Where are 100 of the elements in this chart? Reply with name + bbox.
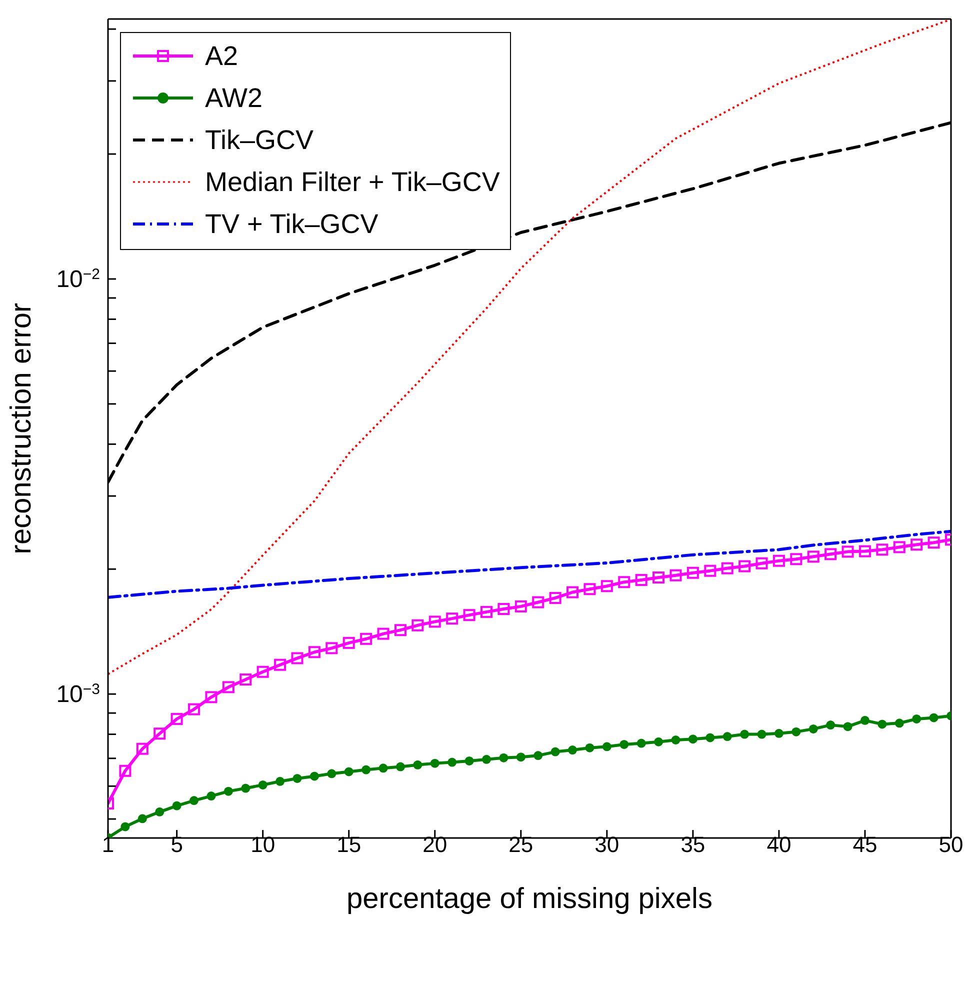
point	[550, 747, 560, 756]
point	[618, 576, 630, 588]
point	[721, 562, 734, 574]
point	[344, 767, 354, 776]
point	[514, 600, 527, 612]
point	[670, 569, 682, 582]
point	[206, 792, 216, 801]
x-tick-label: 1	[102, 832, 114, 857]
point	[532, 596, 544, 608]
point	[584, 583, 596, 596]
point	[843, 722, 852, 732]
y-tick-label: 10$^{−3}$	[56, 680, 100, 708]
point	[774, 728, 784, 738]
point	[190, 796, 199, 806]
point	[620, 740, 629, 749]
point	[448, 758, 457, 767]
point	[858, 545, 871, 558]
point	[224, 786, 233, 796]
point	[860, 716, 870, 725]
point	[826, 720, 836, 730]
point	[602, 742, 612, 752]
point	[291, 652, 304, 664]
point	[464, 756, 474, 766]
point	[240, 674, 252, 686]
point	[308, 646, 320, 658]
point	[688, 734, 698, 744]
point	[757, 730, 766, 739]
point	[430, 758, 440, 768]
point	[136, 742, 148, 755]
legend-label: AW2	[205, 82, 263, 114]
point	[119, 764, 132, 777]
point	[412, 619, 424, 632]
point	[704, 564, 716, 577]
point	[413, 760, 422, 770]
line-series	[108, 530, 951, 599]
point	[155, 807, 164, 816]
point	[463, 609, 476, 622]
legend-label: Median Filter + Tik–GCV	[205, 166, 500, 198]
x-axis-title: percentage of missing pixels	[346, 883, 712, 915]
point	[824, 548, 837, 560]
point	[310, 772, 319, 781]
point	[205, 691, 218, 704]
point	[600, 580, 613, 592]
point	[738, 560, 751, 572]
point	[362, 765, 371, 774]
point	[138, 814, 147, 824]
point	[534, 751, 543, 760]
point	[326, 642, 338, 654]
point	[654, 737, 664, 746]
point	[635, 574, 648, 586]
point	[929, 713, 938, 722]
point	[480, 606, 492, 618]
legend-label: Tik–GCV	[205, 124, 314, 156]
point	[568, 746, 578, 755]
point	[756, 557, 768, 570]
point	[170, 712, 183, 725]
point	[671, 736, 680, 745]
point	[790, 553, 802, 566]
point	[327, 769, 336, 778]
point	[549, 592, 562, 604]
point	[928, 536, 940, 549]
point	[154, 728, 166, 740]
point	[378, 764, 388, 773]
point	[342, 636, 355, 649]
point	[276, 776, 285, 786]
point	[498, 602, 510, 615]
point	[188, 703, 200, 716]
point	[910, 538, 923, 551]
point	[241, 784, 250, 793]
point	[686, 566, 699, 579]
point	[740, 730, 750, 739]
point	[446, 612, 458, 625]
point	[428, 616, 441, 628]
point	[878, 720, 887, 729]
point	[394, 624, 406, 636]
point	[893, 541, 906, 554]
point	[807, 550, 820, 563]
point	[894, 718, 904, 728]
point	[808, 724, 818, 734]
point	[499, 753, 508, 762]
point	[792, 727, 801, 736]
legend-label: A2	[205, 40, 238, 72]
point	[377, 628, 390, 640]
legend-label: TV + Tik–GCV	[205, 208, 378, 240]
point	[772, 554, 785, 567]
point	[256, 666, 269, 678]
point	[258, 780, 268, 790]
point	[172, 801, 182, 810]
point	[120, 822, 130, 832]
y-tick-label: 10$^{−2}$	[56, 265, 100, 293]
point	[585, 743, 594, 752]
point	[516, 752, 526, 762]
point	[360, 632, 372, 645]
point	[722, 732, 732, 742]
point	[222, 681, 234, 694]
point	[876, 544, 888, 556]
point	[482, 754, 491, 764]
point	[274, 658, 286, 671]
y-axis-title: reconstruction error	[5, 302, 38, 554]
point	[912, 714, 922, 724]
